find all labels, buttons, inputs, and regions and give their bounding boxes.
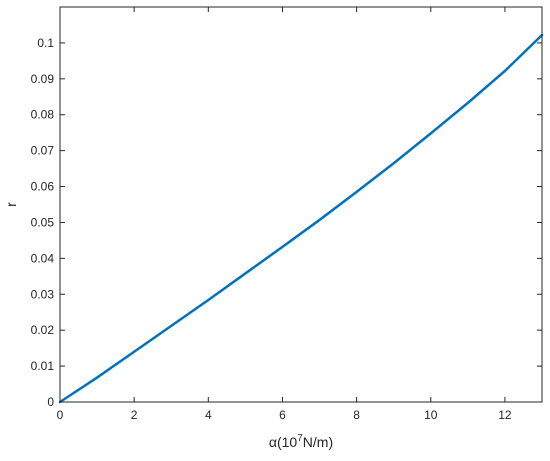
x-tick-label: 0 [57,408,64,422]
y-tick-label: 0.05 [31,215,55,229]
x-tick-label: 4 [205,408,212,422]
y-tick-label: 0.09 [31,72,55,86]
series-line [58,33,544,404]
x-tick-label: 8 [353,408,360,422]
y-tick-label: 0 [47,395,54,409]
x-axis-label: α(107N/m) [269,433,333,450]
y-tick-label: 0.1 [37,36,54,50]
y-tick-label: 0.07 [31,144,55,158]
y-tick-label: 0.08 [31,108,55,122]
x-tick-label: 2 [131,408,138,422]
x-axis-label-prefix: α(10 [269,434,298,450]
x-axis-label-superscript: 7 [297,433,303,444]
tick-layer: 0 2 4 6 8 10 12 0 0.01 0.02 0.03 0.04 0.05 0.06 0.07 0.… [31,7,542,422]
y-tick-label: 0.03 [31,287,55,301]
y-axis-label: r [3,202,19,207]
y-tick-label: 0.06 [31,180,55,194]
x-tick-label: 12 [498,408,512,422]
x-axis-label-suffix: N/m) [303,434,333,450]
x-tick-label: 6 [279,408,286,422]
y-tick-label: 0.04 [31,251,55,265]
x-tick-label: 10 [424,408,438,422]
y-tick-label: 0.01 [31,359,55,373]
y-tick-label: 0.02 [31,323,55,337]
axes-box [59,6,543,403]
